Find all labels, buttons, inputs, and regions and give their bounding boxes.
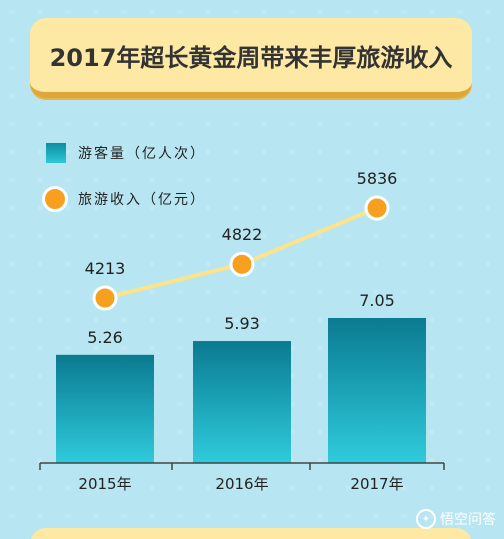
bar-value-label-1: 5.26 <box>87 328 123 347</box>
bar-1 <box>56 354 154 463</box>
next-section-banner <box>30 528 472 539</box>
revenue-point-2 <box>229 251 255 277</box>
watermark: ✦ 悟空问答 <box>416 509 496 529</box>
bar-2 <box>193 341 291 463</box>
revenue-value-label-1: 4213 <box>85 259 126 278</box>
revenue-value-label-2: 4822 <box>222 225 263 244</box>
legend-label-bars: 游客量（亿人次） <box>78 146 206 162</box>
revenue-point-1 <box>92 285 118 311</box>
legend: 游客量（亿人次） 旅游收入（亿元） <box>42 140 206 232</box>
bar-value-label-3: 7.05 <box>359 291 395 310</box>
bar-swatch-icon <box>46 143 66 163</box>
bar-3 <box>328 318 426 463</box>
title-banner: 2017年超长黄金周带来丰厚旅游收入 <box>30 18 472 98</box>
wukong-icon: ✦ <box>416 509 436 529</box>
x-tick-label-2: 2016年 <box>215 475 268 493</box>
revenue-value-label-3: 5836 <box>357 169 398 188</box>
watermark-text: 悟空问答 <box>440 512 496 528</box>
x-tick-label-1: 2015年 <box>78 475 131 493</box>
chart-title: 2017年超长黄金周带来丰厚旅游收入 <box>49 43 453 72</box>
dot-swatch-icon <box>42 186 68 212</box>
legend-item-bars: 游客量（亿人次） <box>42 140 206 166</box>
bar-value-label-2: 5.93 <box>224 314 260 333</box>
x-tick-label-3: 2017年 <box>350 475 403 493</box>
legend-item-line: 旅游收入（亿元） <box>42 186 206 212</box>
revenue-point-3 <box>364 195 390 221</box>
legend-label-line: 旅游收入（亿元） <box>78 192 206 208</box>
